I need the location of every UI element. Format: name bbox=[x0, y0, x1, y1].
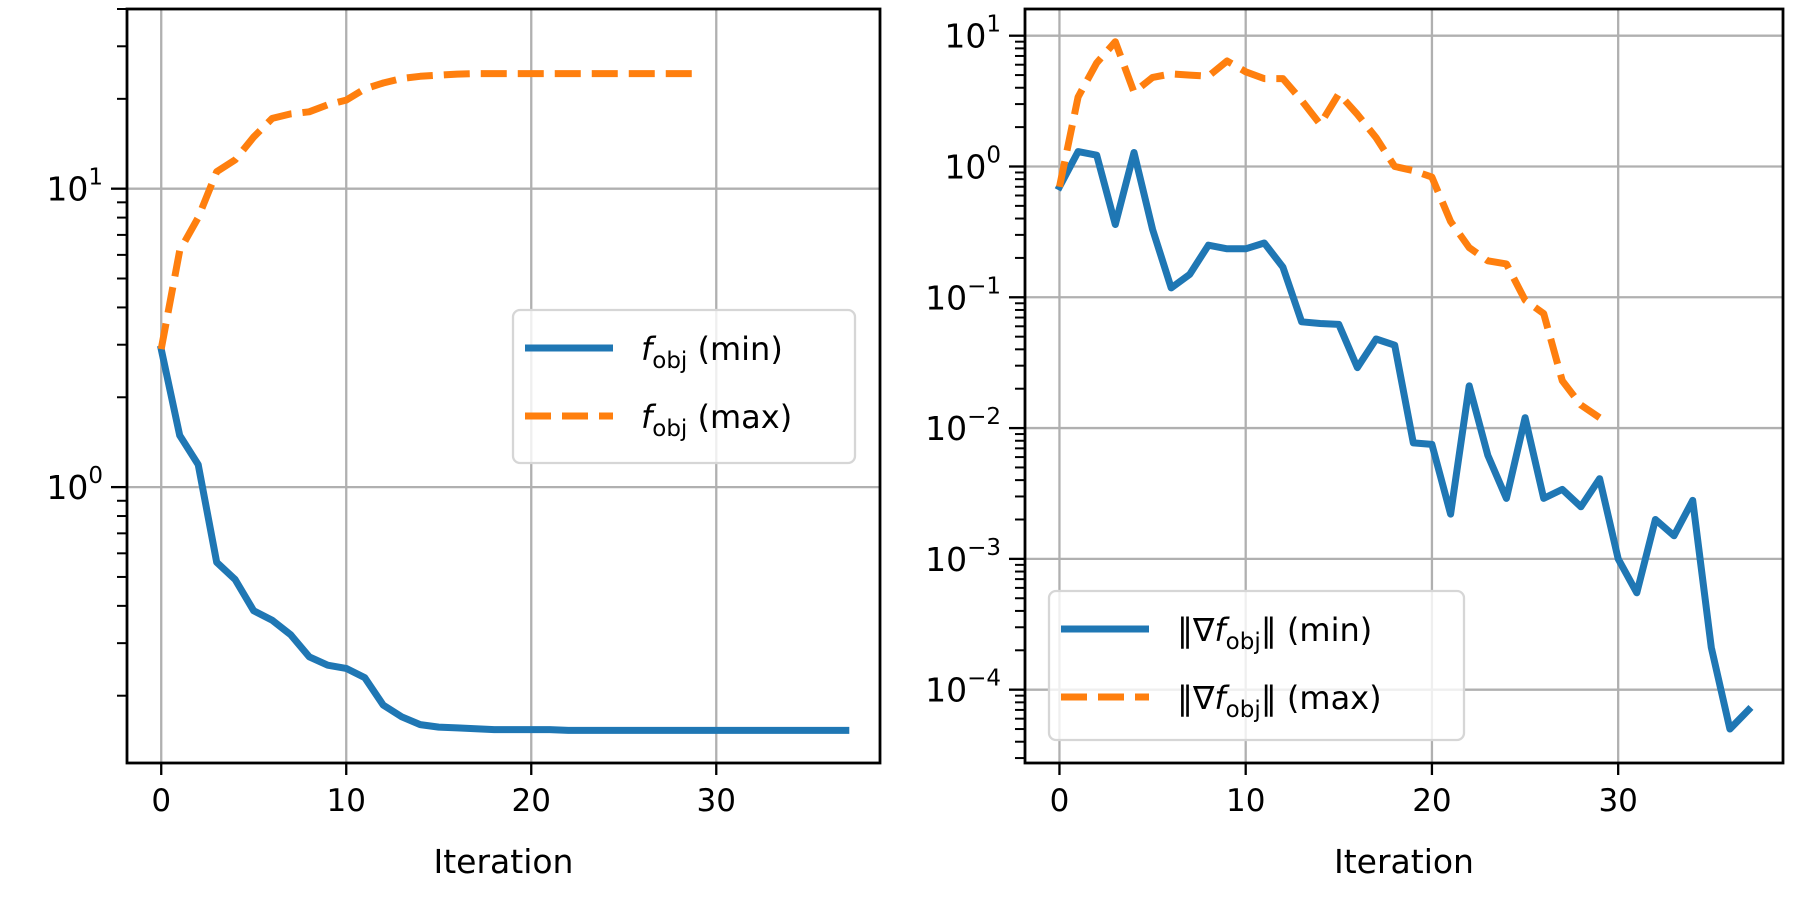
series-line-max bbox=[1056, 38, 1602, 421]
legend: ‖∇fobj‖ (min) ‖∇fobj‖ (max) bbox=[1047, 589, 1466, 742]
x-tick-label: 20 bbox=[1412, 783, 1451, 819]
series-line-max bbox=[157, 70, 698, 350]
legend-label: fobj (max) bbox=[641, 398, 792, 442]
y-tick-exponent: 1 bbox=[986, 12, 1001, 38]
legend-subscript: obj bbox=[1226, 697, 1261, 723]
axes-frame bbox=[1023, 7, 1785, 765]
y-tick-base: 10 bbox=[944, 147, 986, 186]
y-tick-base: 10 bbox=[46, 468, 88, 507]
y-tick-exponent: −3 bbox=[967, 535, 1001, 561]
legend: fobj (min) fobj (max) bbox=[511, 308, 857, 465]
x-tick-label: 0 bbox=[1050, 783, 1070, 819]
y-tick-base: 10 bbox=[925, 409, 967, 448]
series-line-min bbox=[157, 344, 850, 734]
y-tick-label: 100 bbox=[46, 463, 103, 507]
y-tick-exponent: −4 bbox=[967, 666, 1001, 692]
x-tick-label: 0 bbox=[151, 783, 171, 819]
series-line-min bbox=[1054, 148, 1754, 733]
y-tick-base: 10 bbox=[925, 540, 967, 579]
x-axis-label: Iteration bbox=[1334, 842, 1474, 881]
y-tick-label: 101 bbox=[944, 12, 1001, 56]
y-tick-exponent: −1 bbox=[967, 273, 1001, 299]
legend-label: fobj (min) bbox=[641, 330, 783, 374]
y-tick-exponent: 0 bbox=[88, 463, 103, 489]
y-tick-label: 101 bbox=[46, 165, 103, 209]
legend-suffix: ‖ (min) bbox=[1261, 611, 1372, 649]
y-tick-exponent: 1 bbox=[88, 165, 103, 191]
legend-label: ‖∇fobj‖ (max) bbox=[1177, 679, 1382, 723]
legend-subscript: obj bbox=[1226, 629, 1261, 655]
y-tick-base: 10 bbox=[944, 17, 986, 56]
legend-subscript: obj bbox=[652, 416, 687, 442]
y-tick-label: 10−3 bbox=[925, 535, 1001, 579]
y-tick-base: 10 bbox=[46, 170, 88, 209]
legend-prefix: ‖∇ bbox=[1177, 679, 1215, 717]
x-tick-label: 30 bbox=[1598, 783, 1637, 819]
chart-2: 0 10 20 30Iteration10−410−310−210−1100101‖∇… bbox=[925, 7, 1785, 881]
legend-suffix: (min) bbox=[687, 330, 782, 368]
y-tick-label: 10−2 bbox=[925, 404, 1001, 448]
x-tick-label: 20 bbox=[512, 783, 551, 819]
legend-subscript: obj bbox=[652, 348, 687, 374]
y-tick-label: 10−4 bbox=[925, 666, 1001, 710]
y-tick-label: 100 bbox=[944, 142, 1001, 186]
x-tick-label: 30 bbox=[697, 783, 736, 819]
legend-label: ‖∇fobj‖ (min) bbox=[1177, 611, 1372, 655]
y-tick-label: 10−1 bbox=[925, 273, 1001, 317]
x-tick-label: 10 bbox=[1226, 783, 1265, 819]
legend-prefix: ‖∇ bbox=[1177, 611, 1215, 649]
legend-suffix: (max) bbox=[687, 398, 792, 436]
y-tick-exponent: −2 bbox=[967, 404, 1001, 430]
y-tick-base: 10 bbox=[925, 278, 967, 317]
x-tick-label: 10 bbox=[327, 783, 366, 819]
axes-frame bbox=[125, 7, 882, 765]
y-tick-exponent: 0 bbox=[986, 142, 1001, 168]
y-tick-base: 10 bbox=[925, 671, 967, 710]
legend-suffix: ‖ (max) bbox=[1261, 679, 1382, 717]
legend-frame bbox=[1047, 589, 1466, 742]
x-axis-label: Iteration bbox=[434, 842, 574, 881]
